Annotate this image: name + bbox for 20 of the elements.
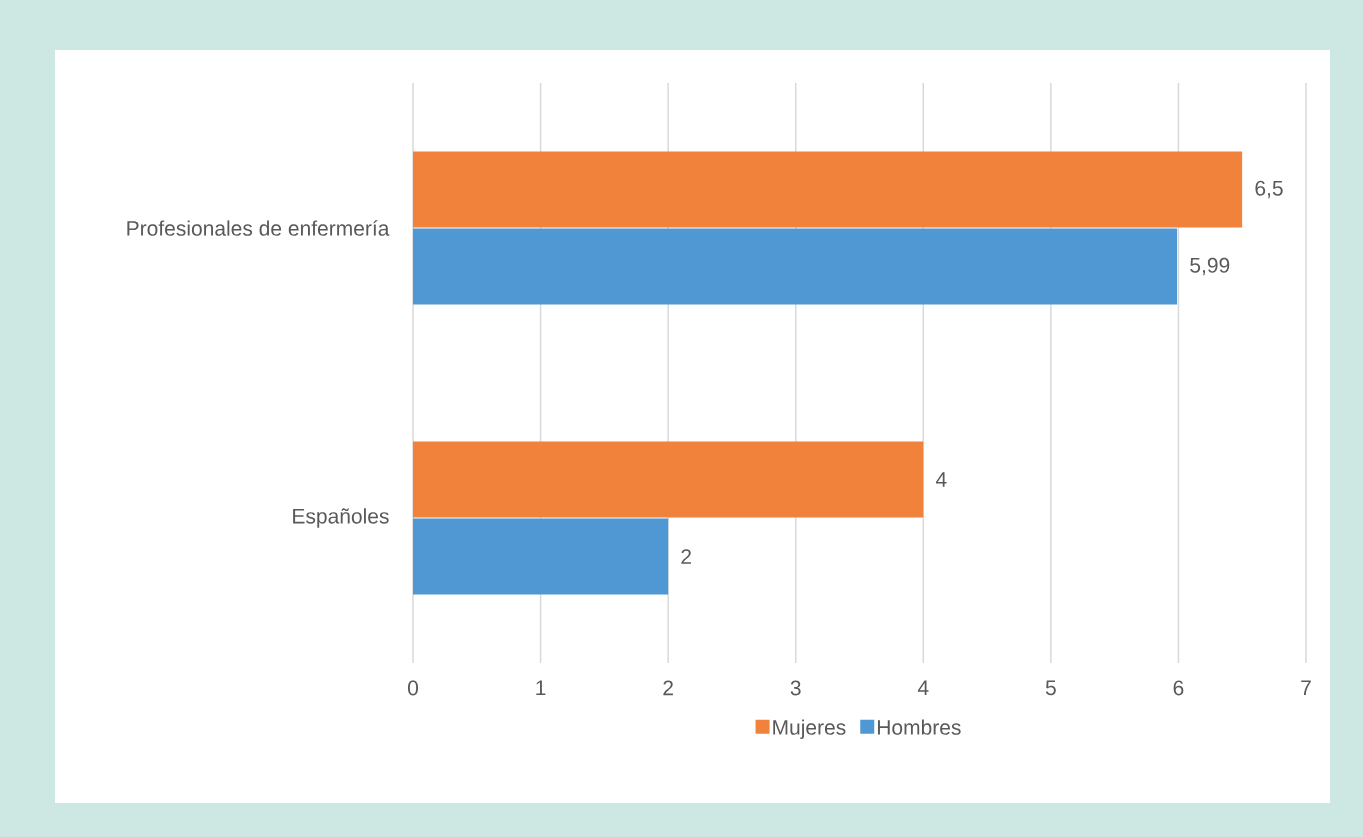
- x-tick-label: 6: [1173, 680, 1184, 696]
- y-tick-label: Españoles: [293, 508, 389, 528]
- x-tick-label: 0: [407, 680, 419, 696]
- x-tick-label: 5: [1045, 680, 1056, 696]
- x-tick-label: 4: [917, 680, 929, 695]
- data-label: 6,5: [1255, 180, 1283, 199]
- x-tick-label: 1: [536, 680, 546, 695]
- bar: [413, 441, 924, 518]
- bar: [413, 151, 1243, 228]
- bar: [413, 518, 669, 595]
- x-tick-label: 2: [663, 680, 673, 696]
- x-tick-label: 7: [1301, 680, 1311, 695]
- bar: [413, 228, 1178, 305]
- data-label: 4: [935, 472, 947, 487]
- x-tick-label: 3: [790, 680, 801, 696]
- data-label: 2: [681, 549, 691, 564]
- data-label: 5,99: [1190, 257, 1230, 276]
- y-tick-label: Profesionales de enfermería: [127, 220, 390, 236]
- legend-label: Mujeres: [773, 719, 846, 739]
- legend-label: Hombres: [877, 719, 961, 735]
